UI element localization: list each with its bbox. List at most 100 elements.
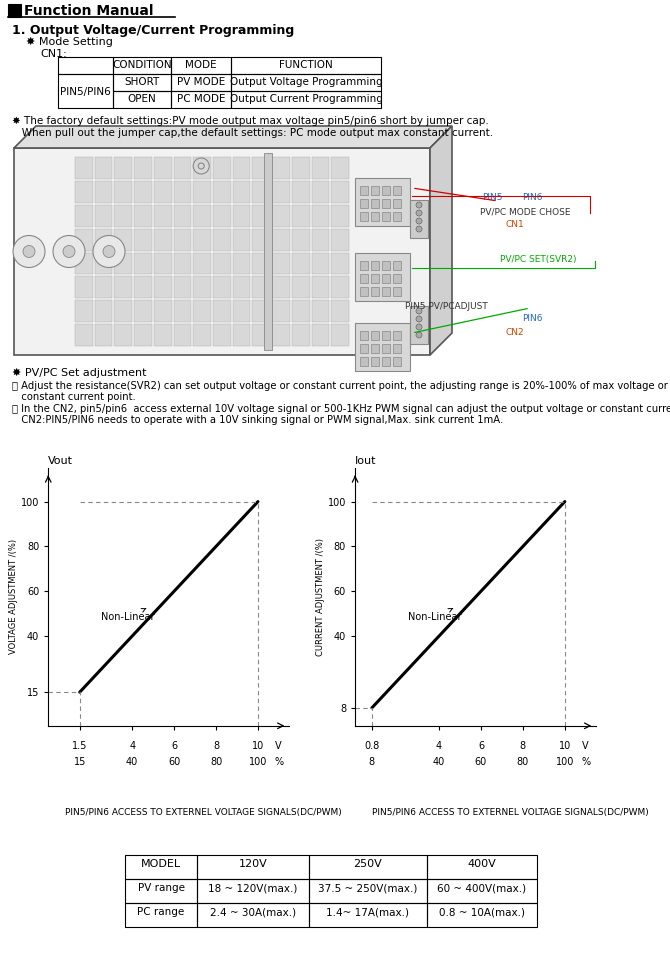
Bar [154, 324, 172, 346]
Text: 60 ~ 400V(max.): 60 ~ 400V(max.) [438, 883, 527, 893]
Bar [213, 180, 230, 202]
Text: Ⓢ In the CN2, pin5/pin6  access external 10V voltage signal or 500-1KHz PWM sign: Ⓢ In the CN2, pin5/pin6 access external … [12, 404, 670, 414]
Bar [75, 300, 92, 322]
Bar [154, 180, 172, 202]
Text: ✸ PV/PC Set adjustment: ✸ PV/PC Set adjustment [12, 368, 147, 378]
Bar [213, 252, 230, 274]
Circle shape [416, 202, 422, 208]
Bar [232, 300, 251, 322]
Bar [232, 276, 251, 298]
Bar [94, 300, 113, 322]
Bar [331, 204, 349, 226]
Bar [115, 180, 132, 202]
Text: 120V: 120V [239, 859, 267, 869]
Text: Output Current Programming: Output Current Programming [230, 94, 383, 104]
Text: Non-Linear: Non-Linear [100, 608, 154, 623]
Bar [253, 204, 270, 226]
Bar [94, 180, 113, 202]
Bar [253, 324, 270, 346]
Text: When pull out the jumper cap,the default settings: PC mode output max constant c: When pull out the jumper cap,the default… [12, 128, 493, 138]
Bar [75, 252, 92, 274]
Bar [272, 276, 290, 298]
Text: %: % [582, 757, 591, 767]
Bar [272, 252, 290, 274]
Bar [115, 157, 132, 179]
Bar [231, 91, 381, 108]
Bar [154, 252, 172, 274]
Bar [154, 228, 172, 250]
Bar [193, 252, 211, 274]
Bar [360, 287, 368, 296]
Text: PIN5/PIN6 ACCESS TO EXTERNEL VOLTAGE SIGNALS(DC/PWM): PIN5/PIN6 ACCESS TO EXTERNEL VOLTAGE SIG… [372, 808, 649, 817]
Bar [331, 180, 349, 202]
Bar [113, 91, 171, 108]
Bar [134, 228, 152, 250]
Bar [193, 180, 211, 202]
Bar [174, 228, 192, 250]
Bar [75, 204, 92, 226]
Bar [371, 331, 379, 340]
Text: 4: 4 [436, 741, 442, 752]
Bar [94, 276, 113, 298]
Text: 250V: 250V [354, 859, 383, 869]
Circle shape [13, 236, 45, 267]
Bar [272, 180, 290, 202]
Text: PC MODE: PC MODE [177, 94, 225, 104]
Bar [355, 323, 410, 371]
Bar [355, 178, 410, 226]
Bar [382, 331, 390, 340]
Bar [331, 300, 349, 322]
Text: PV range: PV range [137, 883, 184, 893]
Bar [371, 186, 379, 195]
Bar [382, 287, 390, 296]
Bar [253, 252, 270, 274]
Text: 80: 80 [210, 757, 222, 767]
Bar [232, 204, 251, 226]
Text: OPEN: OPEN [127, 94, 156, 104]
Y-axis label: CURRENT ADJUSTMENT /(%): CURRENT ADJUSTMENT /(%) [316, 538, 325, 656]
Circle shape [23, 245, 35, 258]
Text: 0.8 ~ 10A(max.): 0.8 ~ 10A(max.) [439, 907, 525, 917]
Bar [272, 228, 290, 250]
Text: PV/PC SET(SVR2): PV/PC SET(SVR2) [500, 255, 576, 264]
Text: Non-Linear: Non-Linear [407, 608, 461, 623]
Bar [355, 253, 410, 301]
Bar [154, 204, 172, 226]
Bar [213, 276, 230, 298]
Text: Iout: Iout [355, 456, 377, 466]
Text: 60: 60 [475, 757, 487, 767]
Circle shape [416, 332, 422, 338]
Bar [154, 300, 172, 322]
Circle shape [416, 218, 422, 224]
Bar [193, 204, 211, 226]
Bar [134, 157, 152, 179]
Text: 80: 80 [517, 757, 529, 767]
Text: 4: 4 [129, 741, 135, 752]
Bar [171, 91, 231, 108]
Bar [331, 228, 349, 250]
Bar [94, 252, 113, 274]
Text: 15: 15 [74, 757, 86, 767]
Bar [213, 228, 230, 250]
Text: CN1: CN1 [505, 220, 524, 229]
Bar [309, 903, 427, 927]
Bar [115, 228, 132, 250]
Circle shape [416, 308, 422, 314]
Text: PC range: PC range [137, 907, 185, 917]
Text: PV MODE: PV MODE [177, 77, 225, 87]
Bar [134, 276, 152, 298]
Bar [360, 274, 368, 283]
Circle shape [416, 226, 422, 232]
Bar [113, 57, 171, 74]
Bar [360, 212, 368, 221]
Bar [331, 252, 349, 274]
Text: PV/PC MODE CHOSE: PV/PC MODE CHOSE [480, 207, 570, 216]
Bar [263, 153, 271, 350]
Circle shape [416, 324, 422, 330]
Bar [174, 157, 192, 179]
Bar [393, 331, 401, 340]
Bar [75, 228, 92, 250]
Bar [193, 276, 211, 298]
Bar [253, 228, 270, 250]
Bar [115, 204, 132, 226]
